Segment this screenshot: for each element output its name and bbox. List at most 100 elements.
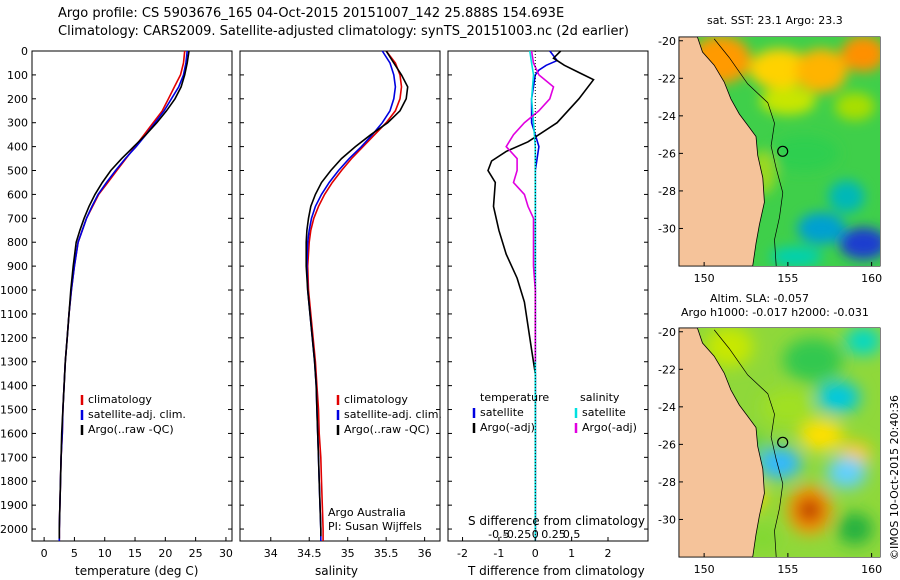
sla_map-y-tick-label: -26	[658, 438, 676, 451]
sla_map-y-tick-label: -28	[658, 476, 676, 489]
sst_map-field-blob	[749, 48, 810, 89]
differences-line-t-argo-adj-	[487, 50, 595, 539]
differences-x-tick-label: -1	[493, 547, 504, 560]
differences-line-s-argo-adj-	[505, 50, 555, 362]
sst_map-y-tick-label: -30	[658, 222, 676, 235]
differences-line-s-satellite	[529, 50, 537, 541]
sst_map-field-blob	[770, 246, 823, 266]
sst_map-x-tick-label: 160	[861, 272, 882, 285]
sla_map-plot	[679, 328, 880, 557]
sla_map-field-blob	[705, 328, 754, 367]
sst_map-field-blob	[828, 180, 865, 213]
sla_map-y-tick-label: -30	[658, 513, 676, 526]
depth-tick-label: 1700	[0, 451, 28, 464]
temperature-legend-label: satellite-adj. clim.	[88, 408, 186, 421]
temperature-line-argo-raw-qc-	[58, 50, 190, 539]
profile-title: Argo profile: CS 5903676_165 04-Oct-2015…	[58, 6, 565, 21]
depth-tick-label: 600	[7, 188, 28, 201]
sst_map-x-tick-label: 150	[694, 272, 715, 285]
sla_map-field-blob	[845, 328, 880, 356]
sst_map-y-tick-label: -26	[658, 147, 676, 160]
depth-tick-label: 1300	[0, 356, 28, 369]
sla_map-field-blob	[757, 447, 802, 480]
salinity-x-tick-label: 34	[264, 547, 278, 560]
sla_map-x-tick-label: 155	[777, 563, 798, 576]
sla_map-field-blob	[799, 418, 844, 451]
differences-x-tick-label: 1	[568, 547, 575, 560]
sst_map-field-blob	[797, 212, 846, 245]
sst_map-y-tick-label: -20	[658, 35, 676, 48]
depth-tick-label: 1000	[0, 284, 28, 297]
sst_map-contour	[713, 38, 784, 266]
sst_map-y-tick-label: -24	[658, 110, 676, 123]
salinity-legend-label: Argo(..raw -QC)	[344, 423, 430, 436]
sst_map-land	[679, 37, 765, 266]
sla_map-field-blob	[836, 512, 873, 545]
depth-tick-label: 100	[7, 69, 28, 82]
panel-frame	[31, 50, 233, 542]
salinity-line-climatology	[306, 50, 403, 541]
differences-x-tick-label: 2	[605, 547, 612, 560]
sst_map-field-blob	[770, 135, 839, 172]
salinity-line-satellite-adj-clim-	[306, 50, 397, 541]
sst_map-y-tick-label: -22	[658, 72, 676, 85]
temperature-x-tick-label: 20	[158, 547, 172, 560]
salinity-x-tick-label: 35.5	[374, 547, 399, 560]
depth-tick-label: 500	[7, 165, 28, 178]
depth-tick-label: 2000	[0, 523, 28, 536]
top-tick-label: 0	[532, 528, 539, 541]
temperature-line-climatology	[58, 50, 186, 541]
differences-x-tick-label: 0	[532, 547, 539, 560]
panel-frame	[447, 50, 649, 542]
sla_map-field-blob	[826, 456, 867, 489]
depth-tick-label: 1600	[0, 427, 28, 440]
temperature-x-tick-label: 0	[41, 547, 48, 560]
salinity-line-argo-raw-qc-	[305, 50, 409, 537]
depth-tick-label: 300	[7, 117, 28, 130]
sst_map-y-tick-label: -28	[658, 185, 676, 198]
depth-tick-label: 200	[7, 93, 28, 106]
temperature-x-label: temperature (deg C)	[75, 564, 199, 578]
temperature-legend-label: climatology	[88, 393, 152, 406]
diff-legend-label: satellite	[582, 406, 626, 419]
depth-tick-label: 900	[7, 260, 28, 273]
credit-line-2: PI: Susan Wijffels	[328, 520, 422, 533]
climatology-title: Climatology: CARS2009. Satellite-adjuste…	[58, 24, 629, 39]
sla_map-field-blob	[816, 381, 861, 414]
temperature-x-tick-label: 5	[71, 547, 78, 560]
depth-tick-label: 1900	[0, 499, 28, 512]
sst_map-x-tick-label: 155	[777, 272, 798, 285]
differences-x-tick-label: -2	[457, 547, 468, 560]
salinity-x-tick-label: 34.5	[297, 547, 322, 560]
diff-legend-label: Argo(-adj)	[480, 421, 535, 434]
diff-legend-label: satellite	[480, 406, 524, 419]
depth-tick-label: 1500	[0, 404, 28, 417]
depth-tick-label: 1400	[0, 380, 28, 393]
salinity-legend-label: climatology	[344, 393, 408, 406]
s-difference-top-label: S difference from climatology	[468, 514, 645, 528]
sla_map-x-tick-label: 160	[861, 563, 882, 576]
diff-legend-sal-title: salinity	[580, 391, 620, 404]
sst-map-title: sat. SST: 23.1 Argo: 23.3	[707, 14, 843, 27]
temperature-x-tick-label: 30	[219, 547, 233, 560]
credit-line-1: Argo Australia	[328, 506, 406, 519]
top-tick-label: -0.5	[488, 528, 509, 541]
salinity-legend-label: satellite-adj. clim.	[344, 408, 442, 421]
sla_map-x-tick-label: 150	[694, 563, 715, 576]
temperature-x-tick-label: 25	[189, 547, 203, 560]
sla-map-title: Altim. SLA: -0.057	[710, 292, 810, 305]
sla_map-field	[705, 328, 880, 551]
sla_map-y-tick-label: -24	[658, 401, 676, 414]
sst_map-field-blob	[759, 86, 816, 115]
depth-tick-label: 1200	[0, 332, 28, 345]
top-tick-label: 0.25	[541, 528, 566, 541]
sla_map-field-blob	[761, 388, 814, 425]
top-tick-label: 0.5	[563, 528, 581, 541]
salinity-x-tick-label: 35	[341, 547, 355, 560]
sla_map-y-tick-label: -22	[658, 363, 676, 376]
temperature-line-satellite-adj-clim-	[58, 50, 188, 541]
sla-map-subtitle: Argo h1000: -0.017 h2000: -0.031	[681, 306, 869, 319]
sla_map-contour	[713, 329, 784, 557]
sla_map-y-tick-label: -20	[658, 326, 676, 339]
